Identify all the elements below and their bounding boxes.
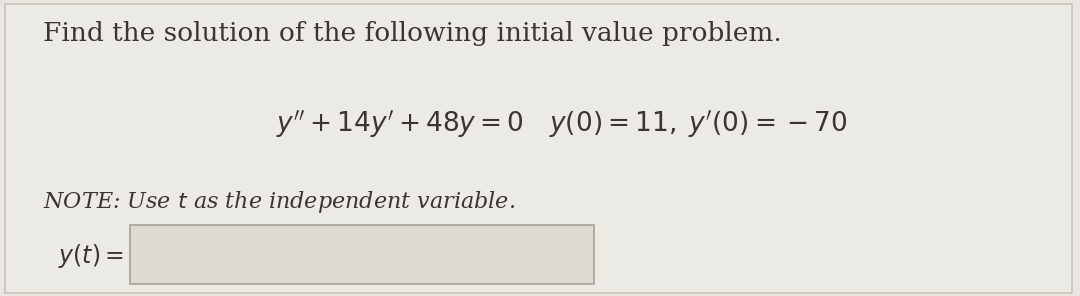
Text: $y'' + 14y' + 48y = 0 \quad y(0) = 11,\; y'(0) = -70$: $y'' + 14y' + 48y = 0 \quad y(0) = 11,\;… [275,108,848,140]
Text: $y(t) =$: $y(t) =$ [58,242,124,270]
FancyBboxPatch shape [130,225,594,284]
Text: Find the solution of the following initial value problem.: Find the solution of the following initi… [43,21,782,46]
Text: NOTE: Use $t$ as the independent variable.: NOTE: Use $t$ as the independent variabl… [43,189,515,215]
FancyBboxPatch shape [5,4,1072,293]
